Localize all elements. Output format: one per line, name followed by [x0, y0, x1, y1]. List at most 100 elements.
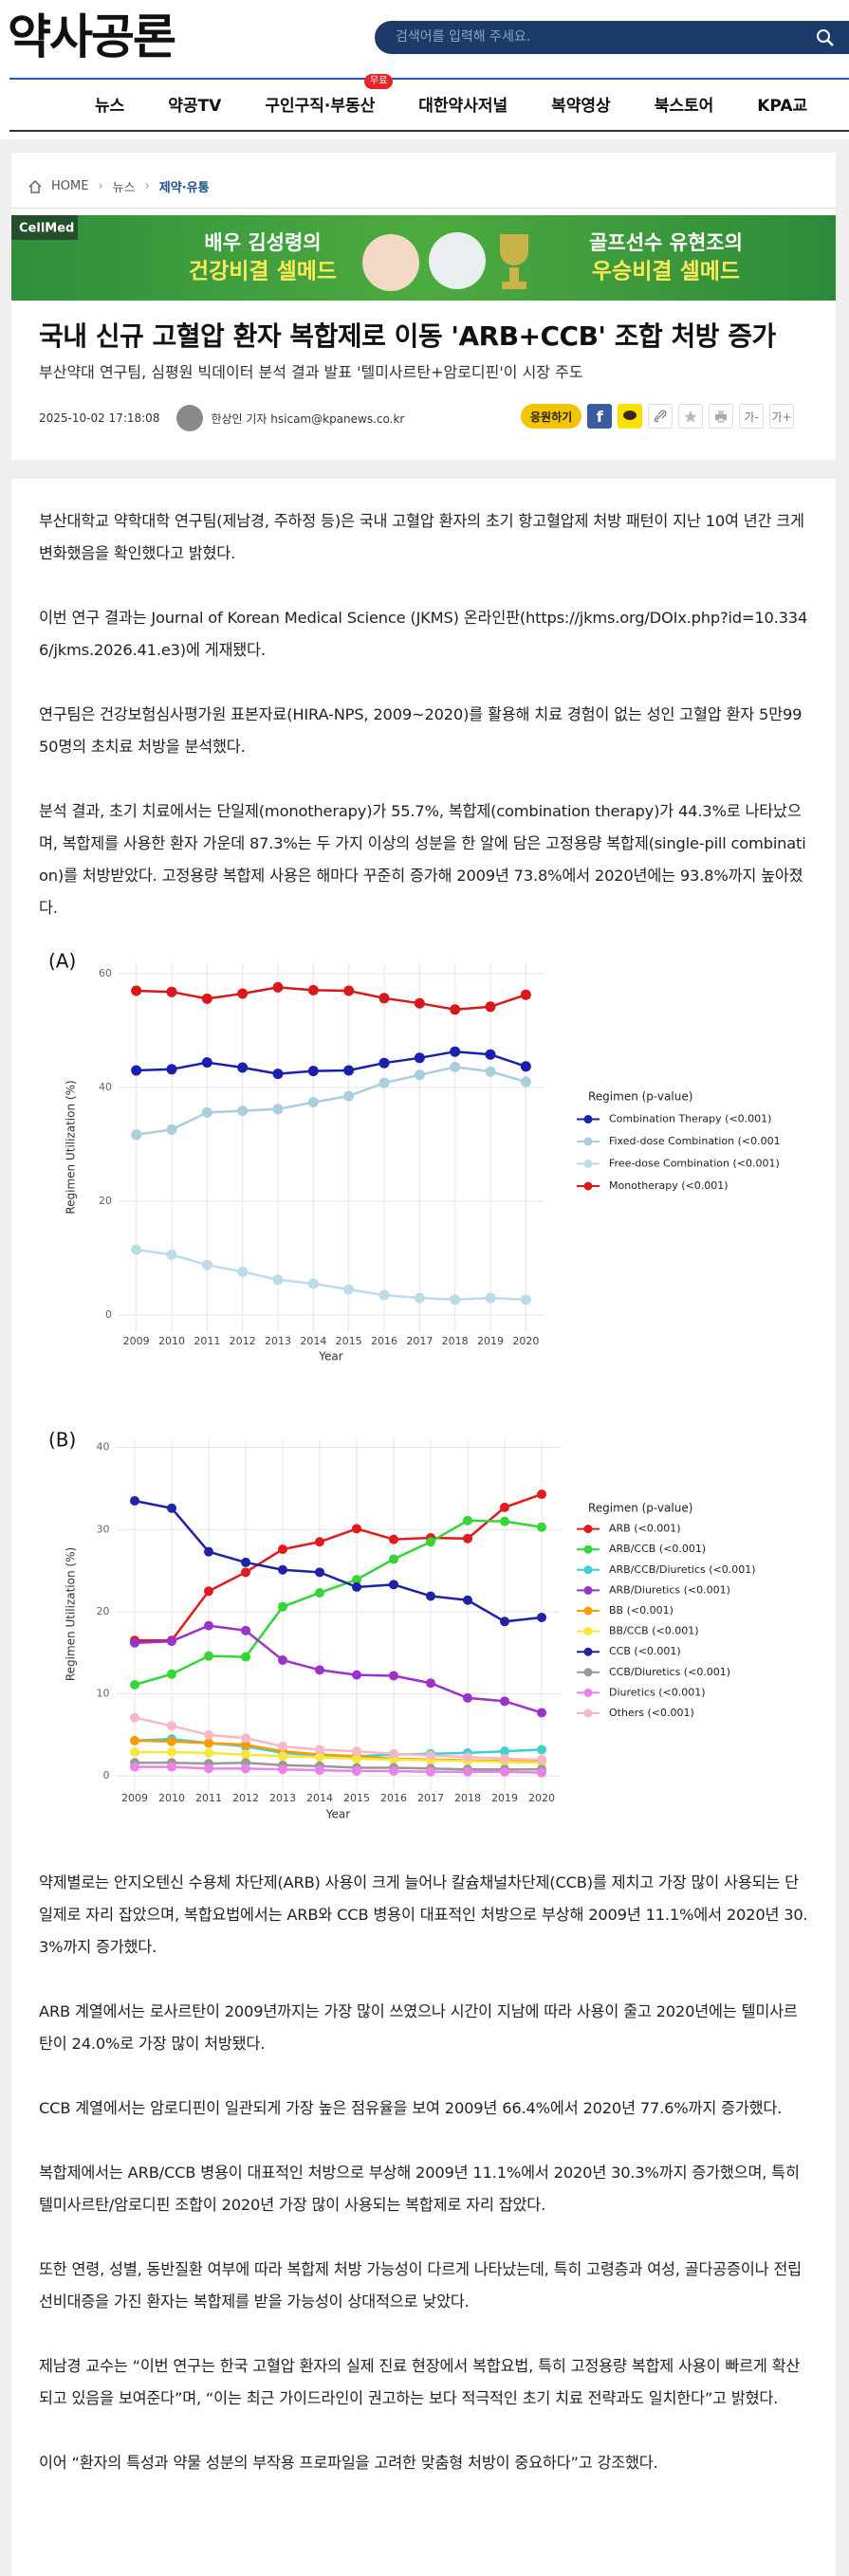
bookmark[interactable] [678, 404, 704, 429]
banner-bg [11, 215, 836, 301]
nav-item[interactable]: 복약영상 [551, 97, 611, 116]
nav-item[interactable]: 구인구직·부동산 [265, 97, 376, 116]
author[interactable]: 한상인 기자 hsicam@kpanews.co.kr [211, 411, 405, 426]
data-point [343, 985, 355, 996]
data-point [389, 1765, 398, 1776]
x-tick-label: 2019 [491, 1792, 518, 1804]
main-nav: 뉴스 약공TV 구인구직·부동산 대한약사저널 복약영상 북스토어 KPA교 [95, 91, 807, 121]
x-tick-label: 2009 [123, 1335, 150, 1347]
data-point [450, 1294, 461, 1306]
data-point [204, 1586, 213, 1597]
nav-item[interactable]: 북스토어 [654, 97, 714, 116]
data-point [272, 1274, 284, 1286]
x-tick-label: 2015 [336, 1335, 362, 1347]
data-point [537, 1522, 546, 1532]
breadcrumb-item[interactable]: HOME [51, 179, 89, 193]
paragraph: 분석 결과, 초기 치료에서는 단일제(monotherapy)가 55.7%,… [39, 802, 806, 917]
data-point [201, 1106, 212, 1118]
x-tick-label: 2012 [230, 1335, 256, 1347]
cheer-button[interactable]: 응원하기 [521, 404, 582, 429]
search-box[interactable]: 검색어를 입력해 주세요. [375, 21, 849, 54]
x-tick-label: 2016 [371, 1335, 397, 1347]
trophy [500, 234, 528, 289]
data-point [131, 1244, 142, 1255]
legend-swatch [583, 1627, 593, 1636]
x-tick-label: 2010 [158, 1792, 185, 1804]
data-point [201, 993, 212, 1004]
data-point [463, 1515, 472, 1526]
data-point [485, 1049, 496, 1060]
data-point [241, 1652, 250, 1662]
divider [11, 208, 836, 209]
data-point [389, 1671, 398, 1681]
data-point [352, 1765, 361, 1776]
data-point [426, 1537, 435, 1547]
breadcrumb-separator: › [144, 179, 150, 193]
print[interactable] [709, 404, 734, 429]
data-point [167, 1747, 176, 1758]
paragraph-group: 약제별로는 안지오텐신 수용체 차단제(ARB) 사용이 크게 늘어나 칼슘채널… [39, 1867, 811, 2479]
nav-item[interactable]: 뉴스 [95, 97, 125, 116]
data-point [500, 1753, 509, 1763]
data-point [315, 1567, 324, 1578]
legend-label: Combination Therapy (<0.001) [609, 1113, 771, 1125]
brand-box [11, 215, 78, 240]
nav-item[interactable]: 대한약사저널 [418, 97, 508, 116]
data-point [463, 1692, 472, 1703]
facebook-share[interactable]: f [587, 404, 613, 429]
nav-item[interactable]: 약공TV [168, 97, 222, 116]
banner-person [362, 234, 419, 291]
data-point [500, 1746, 509, 1757]
paragraph-group: 부산대학교 약학대학 연구팀(제남경, 주하정 등)은 국내 고혈압 환자의 초… [39, 505, 811, 924]
article-tools: 응원하기 f 가- 가+ [521, 404, 795, 429]
logo[interactable]: 약사공론 [8, 9, 176, 64]
data-point [278, 1655, 287, 1666]
data-point [278, 1751, 287, 1762]
kakao-share[interactable] [618, 404, 643, 429]
brand: CellMed [19, 222, 74, 236]
legend-title: Regimen (p-value) [588, 1502, 692, 1515]
x-tick-label: 2017 [406, 1335, 433, 1347]
data-point [278, 1601, 287, 1612]
legend-swatch [583, 1668, 593, 1677]
data-point [130, 1637, 139, 1648]
search-icon[interactable] [816, 28, 835, 47]
data-point [537, 1767, 546, 1778]
plot-area [119, 962, 544, 1332]
font-larger[interactable]: 가+ [769, 404, 795, 429]
breadcrumb-item[interactable]: 제약·유통 [158, 181, 210, 195]
link-copy[interactable] [648, 404, 674, 429]
article-title: 국내 신규 고혈압 환자 복합제로 이동 'ARB+CCB' 조합 처방 증가 [39, 320, 776, 352]
data-point [463, 1752, 472, 1763]
x-tick-label: 2011 [194, 1335, 220, 1347]
data-point [500, 1502, 509, 1512]
font-smaller[interactable]: 가- [739, 404, 765, 429]
data-point [485, 1066, 496, 1077]
data-point [343, 1284, 355, 1295]
data-point [520, 989, 531, 1000]
avatar [176, 405, 204, 431]
breadcrumb-item[interactable]: 뉴스 [112, 181, 136, 195]
data-point [450, 1061, 461, 1072]
ad-banner[interactable]: CellMed 배우 김성령의 건강비결 셀메드 골프선수 유현조의 우승비결 … [11, 215, 836, 301]
data-point [352, 1746, 361, 1757]
data-point [389, 1534, 398, 1544]
data-point [315, 1765, 324, 1776]
y-axis-title: Regimen Utilization (%) [65, 1080, 78, 1214]
data-point [485, 1001, 496, 1013]
data-point [343, 1090, 355, 1102]
data-point [167, 1636, 176, 1647]
series-line [134, 1499, 543, 1623]
data-point [130, 1495, 139, 1506]
legend-swatch [583, 1115, 593, 1124]
article-body: 부산대학교 약학대학 연구팀(제남경, 주하정 등)은 국내 고혈압 환자의 초… [11, 479, 836, 2576]
data-point [500, 1696, 509, 1707]
data-point [272, 1104, 284, 1115]
date: 2025-10-02 17:18:08 [39, 411, 160, 425]
y-tick-label: 60 [99, 967, 112, 979]
data-point [204, 1729, 213, 1740]
legend-swatch [583, 1688, 593, 1697]
y-tick-label: 0 [105, 1308, 112, 1321]
series-line [135, 1750, 543, 1764]
nav-item[interactable]: KPA교 [757, 97, 808, 116]
